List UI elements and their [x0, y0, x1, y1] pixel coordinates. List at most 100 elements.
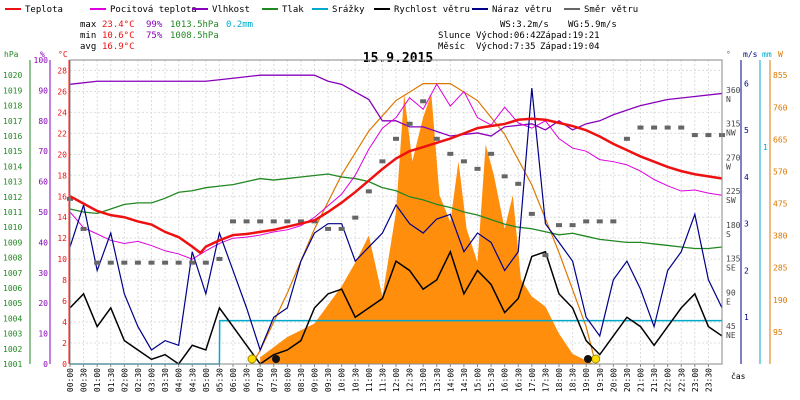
x-tick-21: 10:30	[351, 368, 360, 392]
pressure-line	[69, 173, 723, 250]
x-tick-30: 15:00	[474, 368, 483, 392]
wind-dir-mark-6	[148, 260, 155, 265]
press-tick-13: 1014	[3, 162, 22, 171]
dir-tick-6: 315	[726, 120, 741, 129]
x-tick-4: 02:00	[120, 368, 129, 392]
solar-tick-3: 380	[773, 232, 788, 241]
legend-label-wind-dir: Směr větru	[584, 5, 638, 15]
axis-unit-x: čas	[731, 371, 746, 381]
legend: Teplota Pocitová teplota Vlhkost Tlak Sr…	[5, 5, 638, 15]
press-tick-0: 1001	[3, 360, 22, 369]
stat-min-press: 1008.5hPa	[170, 31, 219, 41]
stat-max-press: 1013.5hPa	[170, 20, 219, 30]
stat-sun-label: Slunce	[438, 31, 471, 41]
stat-moon-set: Západ:19:04	[540, 42, 600, 52]
solar-tick-5: 570	[773, 167, 788, 176]
wind-dir-mark-23	[379, 159, 386, 164]
wind-tick-0: 1	[744, 313, 749, 322]
wind-dir-mark-32	[501, 174, 508, 179]
press-tick-9: 1010	[3, 223, 22, 232]
x-tick-16: 08:00	[283, 368, 292, 392]
dir-cardinal-2: SE	[726, 264, 736, 273]
x-tick-23: 11:30	[378, 368, 387, 392]
legend-label-wind-gust: Náraz větru	[492, 5, 552, 15]
stat-max-hum: 99%	[146, 20, 163, 30]
wind-dir-mark-1	[80, 226, 87, 231]
x-tick-5: 02:30	[134, 368, 143, 392]
legend-label-pressure: Tlak	[282, 5, 304, 15]
wind-dir-mark-33	[515, 181, 522, 186]
temp-tick-9: 18	[57, 171, 67, 180]
x-tick-2: 01:00	[93, 368, 102, 392]
wind-dir-mark-13	[243, 219, 250, 224]
press-tick-18: 1019	[3, 86, 22, 95]
x-tick-9: 04:30	[188, 368, 197, 392]
wind-dir-mark-47	[705, 133, 712, 138]
stat-ws: WS:3.2m/s	[500, 20, 549, 30]
right-axes: 45NE90E135SE180S225SW270W315NW360N123456…	[726, 60, 788, 364]
x-tick-36: 18:00	[555, 368, 564, 392]
wind-dir-mark-15	[270, 219, 277, 224]
moonrise-marker	[272, 355, 281, 363]
press-tick-15: 1016	[3, 132, 22, 141]
wind-dir-mark-42	[637, 125, 644, 130]
dir-cardinal-3: S	[726, 230, 731, 239]
wind-dir-mark-26	[420, 99, 427, 104]
hum-tick-10: 100	[34, 56, 49, 65]
x-tick-40: 20:00	[609, 368, 618, 392]
x-tick-41: 20:30	[623, 368, 632, 392]
x-tick-17: 08:30	[297, 368, 306, 392]
stat-min-label: min	[80, 31, 96, 41]
wind-dir-mark-37	[569, 223, 576, 228]
dir-cardinal-6: NW	[726, 129, 736, 138]
x-tick-31: 15:30	[487, 368, 496, 392]
x-tick-14: 07:00	[256, 368, 265, 392]
dir-tick-3: 180	[726, 221, 741, 230]
dir-tick-1: 90	[726, 288, 736, 297]
x-tick-32: 16:00	[501, 368, 510, 392]
feels-like-line	[69, 83, 723, 260]
temp-tick-13: 26	[57, 87, 67, 96]
x-tick-18: 09:00	[311, 368, 320, 392]
sunrise-marker	[247, 354, 257, 364]
x-tick-15: 07:30	[270, 368, 279, 392]
wind-dir-mark-9	[189, 260, 196, 265]
wind-dir-mark-22	[365, 189, 372, 194]
x-tick-11: 05:30	[215, 368, 224, 392]
x-tick-0: 00:00	[66, 368, 75, 392]
wind-dir-mark-19	[325, 226, 332, 231]
x-tick-37: 18:30	[569, 368, 578, 392]
wind-dir-mark-44	[664, 125, 671, 130]
wind-tick-3: 4	[744, 173, 749, 182]
x-tick-13: 06:30	[243, 368, 252, 392]
wind-tick-4: 5	[744, 126, 749, 135]
x-tick-45: 22:30	[677, 368, 686, 392]
rain-tick-0: 1	[763, 143, 768, 152]
axis-unit-wind: m/s	[743, 50, 758, 59]
press-tick-4: 1005	[3, 299, 22, 308]
wind-dir-mark-3	[107, 260, 114, 265]
hum-tick-0: 0	[43, 360, 48, 369]
x-tick-7: 03:30	[161, 368, 170, 392]
hum-tick-8: 80	[38, 117, 48, 126]
dir-tick-4: 225	[726, 187, 741, 196]
wind-dir-mark-28	[447, 151, 454, 156]
wind-dir-mark-17	[297, 219, 304, 224]
press-tick-7: 1008	[3, 254, 22, 263]
x-tick-28: 14:00	[446, 368, 455, 392]
x-tick-26: 13:00	[419, 368, 428, 392]
wind-dir-mark-27	[433, 136, 440, 141]
wind-dir-mark-11	[216, 256, 223, 261]
dir-tick-7: 360	[726, 86, 741, 95]
wind-dir-mark-2	[94, 260, 101, 265]
wind-dir-mark-14	[257, 219, 264, 224]
stats-block: max 23.4°C 99% 1013.5hPa 0.2mm min 10.6°…	[80, 20, 617, 52]
wind-dir-mark-31	[488, 151, 495, 156]
temp-tick-12: 24	[57, 108, 67, 117]
solar-tick-1: 190	[773, 296, 788, 305]
x-tick-8: 04:00	[175, 368, 184, 392]
x-tick-1: 00:30	[80, 368, 89, 392]
wind-dir-mark-4	[121, 260, 128, 265]
solar-tick-4: 475	[773, 200, 788, 209]
x-tick-38: 19:00	[582, 368, 591, 392]
